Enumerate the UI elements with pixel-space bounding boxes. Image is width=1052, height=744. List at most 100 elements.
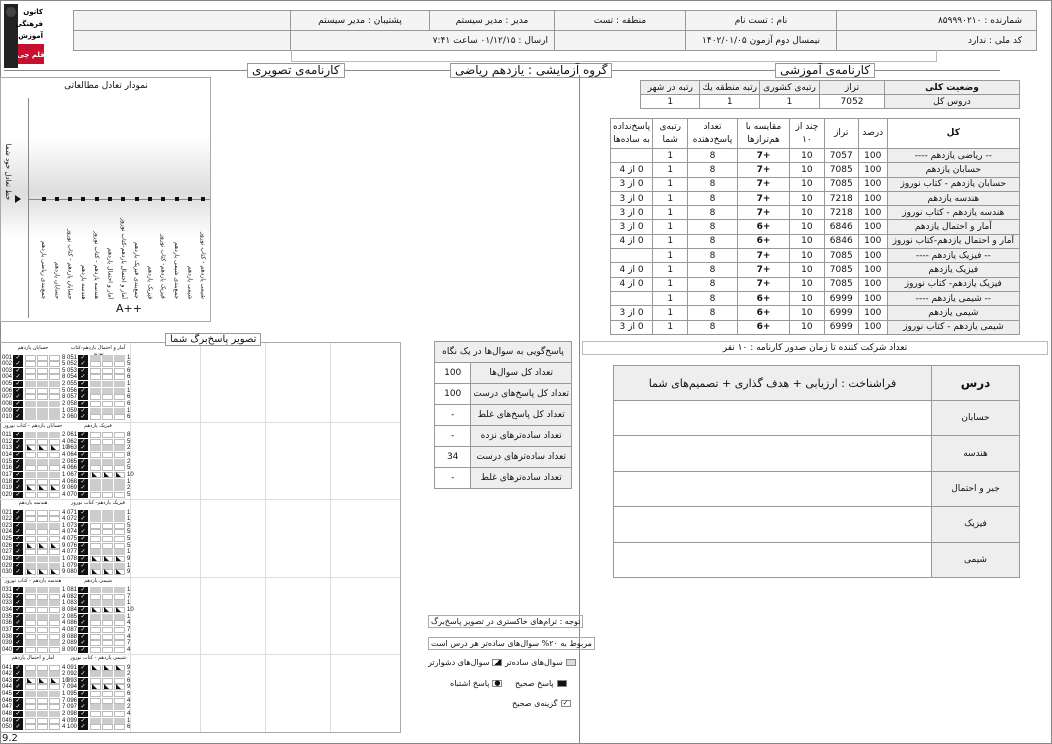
question-number: 064	[67, 451, 78, 458]
correct-check-icon: ✓	[78, 711, 88, 718]
option-box	[37, 491, 48, 498]
summary-cell: 1	[699, 94, 760, 109]
question-row: 005 ✓ 2	[2, 381, 70, 388]
meta-input[interactable]	[613, 541, 932, 578]
results-header: چند از ۱۰	[789, 118, 825, 149]
question-number: 079	[67, 562, 78, 569]
option-box	[90, 387, 101, 394]
option-box	[37, 438, 48, 445]
question-row: 098 ✓ 4	[67, 711, 135, 718]
option-box	[49, 717, 60, 724]
question-number: 034	[2, 606, 13, 613]
student-info-table: شمارنده : ۸۵۹۹۹۰۲۱۰ نام : تست نام منطقه …	[73, 10, 1037, 51]
meta-subject: هندسه	[931, 435, 1020, 472]
summary-cell: 1	[759, 94, 820, 109]
results-cell: 0 از 3	[609, 205, 654, 221]
results-cell: 100	[857, 319, 888, 335]
option-box	[102, 593, 113, 600]
question-number: 074	[67, 529, 78, 536]
results-cell: 100	[857, 162, 888, 178]
meta-input[interactable]	[613, 399, 932, 437]
option-box	[37, 691, 48, 698]
option-box	[102, 374, 113, 381]
subject-label: هندسه یازدهم	[79, 264, 87, 300]
legend-label: پاسخ اشتباه	[450, 679, 490, 688]
correct-check-icon: ✓	[78, 646, 88, 653]
option-box	[25, 451, 36, 458]
chart-bottom-label: A++	[116, 302, 142, 315]
responders-count: 4	[62, 549, 66, 556]
table-row: حسابان یازدهم 100 7085 10 +7 8 1 0 از 4	[609, 162, 1021, 178]
option-box	[37, 381, 48, 388]
results-cell: حسابان یازدهم	[886, 162, 1021, 178]
subject-label: فیزیک یازدهم	[146, 265, 154, 299]
option-box	[37, 717, 48, 724]
option-box	[25, 587, 36, 593]
correct-check-icon: ✓	[78, 626, 88, 633]
meta-input[interactable]	[613, 435, 932, 472]
question-row: 094 ✓ 9	[67, 684, 135, 691]
question-number: 022	[2, 516, 13, 523]
option-box	[25, 394, 36, 401]
correct-check-icon: ✓	[13, 620, 23, 627]
responders-count: 4	[62, 717, 66, 724]
option-box	[49, 633, 60, 640]
meta-input[interactable]	[613, 506, 932, 543]
option-box	[25, 664, 36, 671]
results-cell: 100	[857, 262, 888, 278]
hard-triangle-icon	[90, 556, 101, 563]
question-number: 025	[2, 536, 13, 543]
option-box	[25, 620, 36, 627]
question-row: 044 ✓ 7	[2, 684, 70, 691]
option-box	[25, 438, 36, 445]
question-number: 057	[67, 394, 78, 401]
option-box	[49, 724, 60, 731]
question-number: 006	[2, 387, 13, 394]
meta-subject: شیمی	[931, 541, 1020, 578]
hard-triangle-icon	[102, 684, 113, 691]
svg-text:فرهنگی: فرهنگی	[15, 19, 43, 28]
option-box	[114, 401, 125, 408]
question-row: 100 ✓ 6	[67, 724, 135, 731]
correct-check-icon: ✓	[13, 671, 23, 678]
table-row: هندسه یازدهم 100 7218 10 +7 8 1 0 از 3	[609, 190, 1021, 207]
question-row: 063 ✓ 2	[67, 445, 135, 452]
question-row: 013 ✓ 10	[2, 445, 70, 452]
subject-label: حسابان یازدهم - کتاب نوروز	[66, 228, 74, 299]
meta-input[interactable]	[613, 470, 932, 508]
dot-icon: ●	[492, 679, 503, 687]
option-box	[90, 536, 101, 543]
correct-check-icon: ✓	[13, 684, 23, 691]
summary-header: وضعیت کلی	[884, 80, 1020, 95]
results-cell: +7	[736, 262, 791, 278]
option-box	[90, 381, 101, 388]
option-box	[90, 587, 101, 593]
question-row: 010 ✓ 2	[2, 414, 70, 421]
option-box	[90, 361, 101, 368]
question-number: 081	[67, 587, 78, 593]
results-cell: 10	[789, 205, 825, 221]
option-box	[102, 432, 113, 438]
question-row: 083 ✓ 1	[67, 600, 135, 607]
question-row: 071 ✓ 1	[67, 509, 135, 516]
legend-correct: پاسخ صحیح	[515, 679, 567, 688]
responders-count: 7	[62, 704, 66, 711]
question-number: 007	[2, 394, 13, 401]
option-box	[90, 691, 101, 698]
option-box	[37, 374, 48, 381]
option-box	[90, 407, 101, 414]
glance-label: تعداد ساده‌ترهای نزده	[470, 425, 572, 447]
results-cell: -- شیمی یازدهم ----	[886, 290, 1021, 307]
correct-check-icon: ✓	[13, 587, 23, 593]
option-box	[49, 438, 60, 445]
option-box	[90, 600, 101, 607]
option-box	[114, 387, 125, 394]
question-row: 040 ✓ 8	[2, 646, 70, 653]
grid-line	[200, 343, 201, 732]
option-box	[49, 691, 60, 698]
responders-count: 4	[62, 626, 66, 633]
hard-triangle-icon	[114, 569, 125, 576]
glance-value: 100	[433, 383, 472, 405]
correct-check-icon: ✓	[13, 354, 23, 361]
chart-title: نمودار تعادل مطالعاتی	[64, 81, 148, 91]
